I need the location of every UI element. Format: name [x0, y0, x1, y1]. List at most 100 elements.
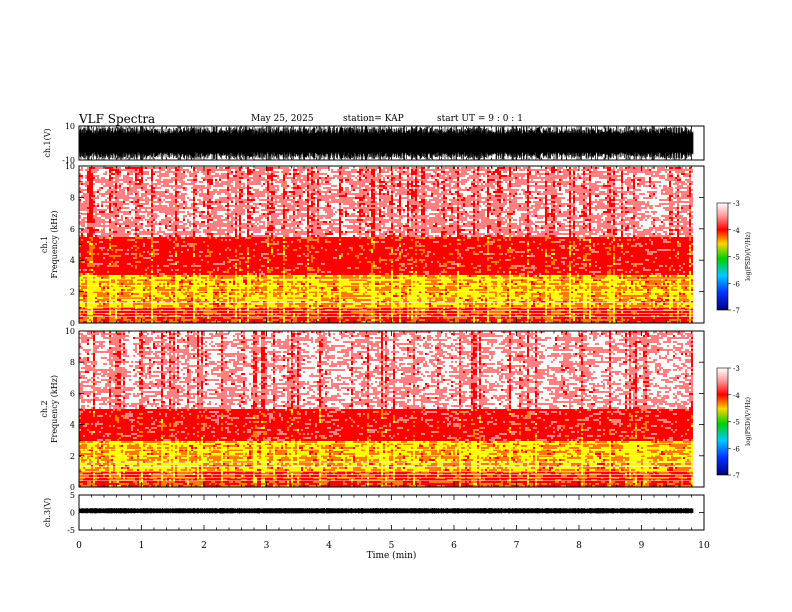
spectrogram-cell	[381, 281, 391, 283]
spectrogram-cell	[349, 287, 351, 289]
spectrogram-cell	[79, 315, 83, 317]
spectrogram-cell	[267, 269, 269, 271]
spectrogram-cell	[499, 269, 505, 271]
spectrogram-cell	[159, 311, 161, 313]
spectrogram-cell	[627, 289, 631, 291]
spectrogram-cell	[541, 267, 551, 269]
spectrogram-cell	[419, 315, 421, 317]
spectrogram-cell	[363, 309, 365, 311]
spectrogram-cell	[143, 307, 147, 309]
spectrogram-cell	[665, 275, 667, 277]
spectrogram-cell	[501, 293, 505, 295]
spectrogram-cell	[303, 305, 305, 307]
spectrogram-cell	[289, 311, 297, 313]
spectrogram-cell	[271, 273, 277, 275]
spectrogram-cell	[607, 295, 611, 297]
spectrogram-cell	[247, 279, 251, 281]
spectrogram-cell	[459, 299, 465, 301]
spectrogram-cell	[93, 281, 95, 283]
spectrogram-cell	[651, 295, 653, 297]
spectrogram-cell	[561, 287, 563, 289]
spectrogram-cell	[417, 291, 419, 293]
spectrogram-cell	[433, 285, 435, 287]
spectrogram-cell	[181, 279, 183, 281]
spectrogram-cell	[681, 269, 687, 271]
spectrogram-cell	[399, 315, 401, 317]
spectrogram-cell	[347, 291, 353, 293]
spectrogram-cell	[443, 313, 445, 315]
spectrogram-cell	[537, 279, 541, 281]
spectrogram-cell	[507, 309, 517, 311]
spectrogram-cell	[189, 319, 193, 321]
spectrogram-cell	[87, 291, 93, 293]
spectrogram-cell	[151, 293, 153, 295]
spectrogram-cell	[105, 291, 109, 293]
spectrogram-cell	[203, 283, 205, 285]
spectrogram-cell	[215, 305, 217, 307]
spectrogram-cell	[547, 295, 551, 297]
spectrogram-cell	[135, 271, 145, 273]
spectrogram-cell	[635, 281, 639, 283]
spectrogram-cell	[491, 303, 493, 305]
spectrogram-cell	[577, 293, 581, 295]
spectrogram-cell	[483, 299, 485, 301]
spectrogram-cell	[571, 289, 575, 291]
spectrogram-cell	[547, 291, 549, 293]
spectrogram-cell	[657, 317, 669, 319]
spectrogram-cell	[167, 317, 171, 319]
spectrogram-cell	[531, 285, 535, 287]
spectrogram-cell	[199, 315, 201, 317]
spectrogram-cell	[501, 295, 503, 297]
spectrogram-cell	[421, 315, 423, 317]
spectrogram-cell	[245, 289, 247, 291]
spectrogram-cell	[403, 301, 405, 303]
spectrogram-cell	[187, 293, 189, 295]
spectrogram-cell	[133, 299, 137, 301]
spectrogram-cell	[197, 313, 199, 315]
spectrogram-cell	[203, 275, 207, 277]
spectrogram-cell	[251, 279, 255, 281]
spectrogram-cell	[151, 287, 155, 289]
spectrogram-cell	[679, 279, 681, 281]
spectrogram-cell	[603, 295, 607, 297]
spectrogram-cell	[195, 283, 197, 285]
spectrogram-cell	[183, 283, 189, 285]
spectrogram-cell	[121, 273, 123, 275]
spectrogram-cell	[359, 275, 363, 277]
spectrogram-cell	[559, 307, 565, 309]
spectrogram-cell	[653, 309, 655, 311]
spectrogram-cell	[469, 313, 473, 315]
spectrogram-cell	[587, 285, 589, 287]
spectrogram-cell	[319, 315, 327, 317]
spectrogram-cell	[397, 293, 403, 295]
spectrogram-cell	[581, 289, 585, 291]
spectrogram-cell	[417, 299, 419, 301]
spectrogram-cell	[429, 307, 443, 309]
spectrogram-cell	[193, 283, 195, 285]
spectrogram-cell	[91, 269, 93, 271]
spectrogram-cell	[627, 273, 651, 275]
spectrogram-cell	[649, 303, 651, 305]
spectrogram-cell	[637, 277, 639, 279]
spectrogram-cell	[511, 277, 517, 279]
spectrogram-cell	[353, 287, 355, 289]
spectrogram-cell	[449, 277, 455, 279]
spectrogram-cell	[399, 267, 401, 269]
spectrogram-cell	[521, 305, 523, 307]
spectrogram-cell	[337, 287, 341, 289]
spectrogram-cell	[265, 307, 267, 309]
spectrogram-cell	[81, 299, 85, 301]
spectrogram-cell	[79, 317, 83, 319]
spectrogram-cell	[555, 299, 559, 301]
spectrogram-cell	[565, 317, 567, 319]
spectrogram-cell	[633, 303, 637, 305]
spectrogram-cell	[537, 303, 539, 305]
spectrogram-cell	[611, 315, 613, 317]
spectrogram-cell	[93, 309, 95, 311]
spectrogram-cell	[469, 311, 471, 313]
spectrogram-cell	[399, 271, 409, 273]
spectrogram-cell	[263, 291, 269, 293]
spectrogram-cell	[221, 313, 223, 315]
spectrogram-cell	[631, 291, 633, 293]
spectrogram-cell	[431, 269, 433, 271]
